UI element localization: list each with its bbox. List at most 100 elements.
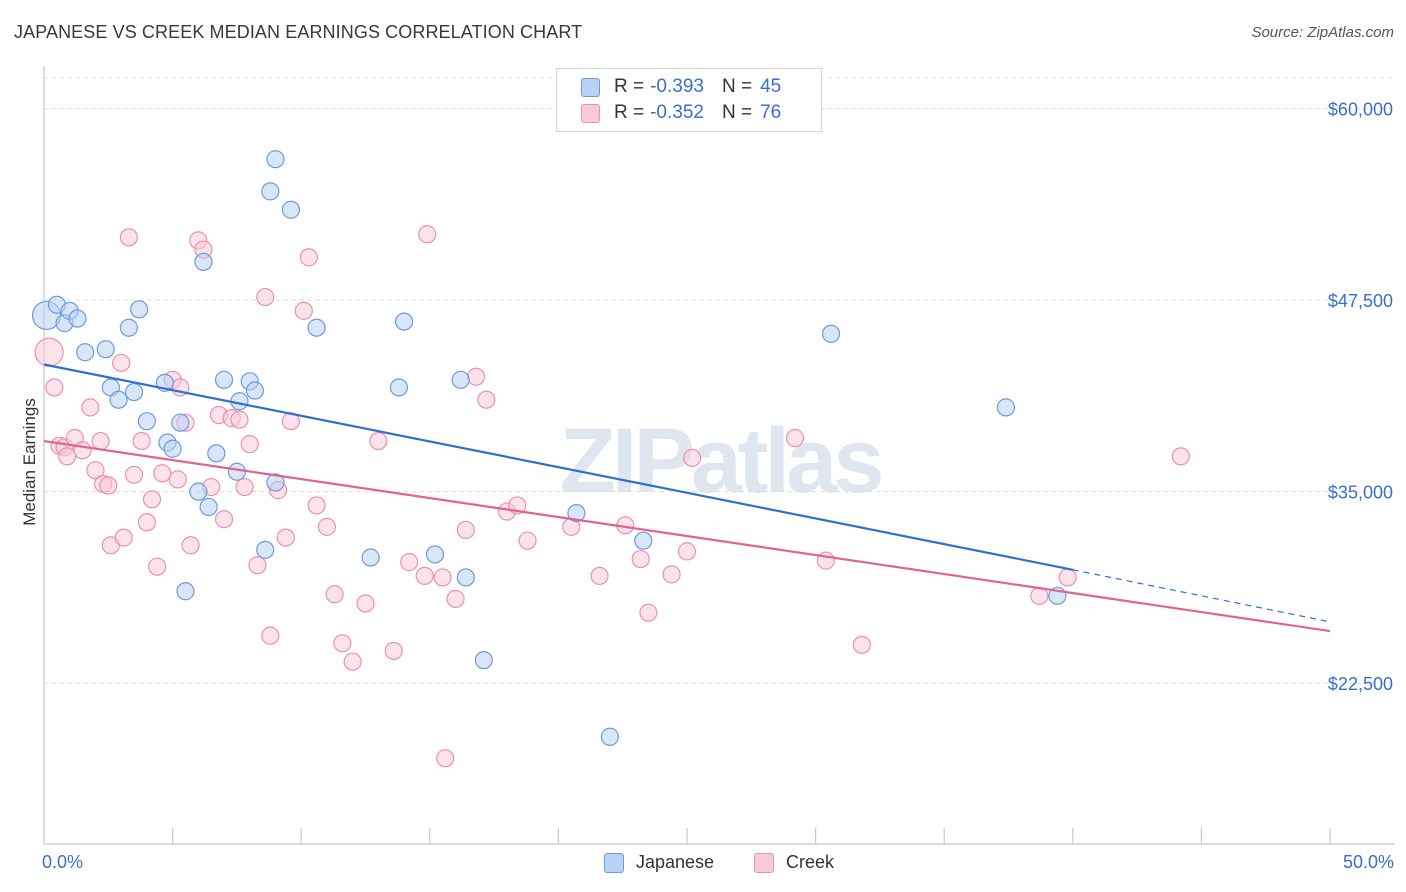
trend-lines	[43, 363, 1331, 633]
japanese-point	[189, 482, 208, 501]
japanese-trend-extension	[1072, 569, 1331, 623]
creek-point	[477, 390, 496, 409]
creek-point	[356, 594, 375, 613]
japanese-point	[425, 545, 445, 564]
creek-point	[785, 428, 805, 448]
creek-trend-line	[43, 439, 1331, 633]
japanese-swatch	[581, 77, 600, 97]
creek-point	[142, 490, 162, 509]
japanese-point	[227, 462, 246, 481]
creek-point	[73, 441, 92, 460]
japanese-point	[996, 398, 1016, 417]
creek-point	[132, 431, 151, 451]
axes	[43, 66, 1395, 845]
japanese-point	[266, 150, 285, 169]
y-tick-labels: $22,500 $35,000 $47,500 $60,000	[1328, 100, 1393, 695]
japanese-point	[256, 540, 275, 559]
creek-point	[333, 634, 352, 653]
creek-point	[34, 337, 64, 367]
japanese-point	[389, 378, 409, 397]
creek-point	[294, 301, 313, 320]
legend-item-japanese: Japanese	[604, 852, 714, 873]
creek-point	[153, 464, 172, 483]
creek-points	[34, 225, 1190, 768]
creek-swatch	[581, 103, 600, 123]
japanese-point	[130, 300, 149, 319]
creek-point	[137, 513, 156, 532]
creek-point	[119, 228, 138, 247]
creek-point	[343, 652, 362, 671]
creek-point	[86, 461, 105, 480]
r-label: R =	[614, 102, 645, 123]
n-value-japanese: 45	[760, 76, 782, 97]
creek-point	[415, 566, 434, 586]
creek-point	[168, 470, 187, 489]
x-tick-min: 0.0%	[42, 852, 84, 872]
japanese-point	[163, 439, 182, 458]
creek-point	[91, 431, 110, 451]
japanese-point	[119, 318, 138, 337]
creek-point	[677, 542, 697, 561]
japanese-point	[261, 182, 280, 201]
creek-point	[852, 635, 871, 654]
creek-point	[369, 431, 388, 451]
creek-point	[214, 510, 234, 529]
japanese-point	[456, 568, 475, 587]
japanese-point	[307, 318, 326, 337]
japanese-point	[109, 390, 128, 409]
japanese-point	[821, 324, 841, 343]
japanese-point	[207, 444, 226, 463]
creek-point	[276, 528, 295, 547]
japanese-point	[76, 343, 95, 362]
creek-point	[400, 553, 419, 572]
creek-point	[148, 557, 167, 576]
y-tick-label: $35,000	[1328, 483, 1393, 503]
legend-label-creek: Creek	[786, 852, 835, 872]
japanese-point	[137, 412, 156, 431]
creek-point	[456, 520, 475, 540]
creek-point	[1058, 568, 1077, 587]
creek-point	[261, 626, 280, 645]
creek-point	[181, 536, 200, 555]
japanese-point	[266, 473, 285, 492]
creek-point	[1171, 447, 1190, 466]
creek-point	[99, 476, 118, 495]
creek-point	[307, 496, 326, 515]
creek-point	[81, 398, 100, 417]
japanese-point	[567, 503, 586, 523]
legend-item-creek: Creek	[754, 852, 834, 873]
creek-point	[418, 225, 437, 244]
n-label: N =	[721, 102, 753, 123]
creek-point	[256, 287, 275, 307]
y-axis-label: Median Earnings	[20, 398, 39, 526]
creek-point	[230, 410, 249, 429]
japanese-point	[281, 200, 301, 219]
source-label: Source: ZipAtlas.com	[1251, 24, 1394, 41]
creek-point	[299, 248, 319, 267]
creek-point	[590, 566, 609, 586]
creek-point	[45, 378, 64, 397]
creek-point	[466, 367, 486, 386]
creek-point	[384, 641, 403, 661]
creek-point	[446, 589, 465, 608]
japanese-point	[214, 370, 234, 389]
creek-point	[240, 435, 259, 454]
y-tick-label: $22,500	[1328, 674, 1393, 694]
japanese-point	[199, 497, 218, 517]
creek-point	[436, 749, 455, 768]
creek-point	[58, 447, 77, 466]
japanese-point	[194, 252, 213, 271]
r-value-japanese: -0.393	[650, 76, 704, 97]
japanese-point	[451, 370, 470, 389]
japanese-points	[31, 150, 1067, 746]
creek-point	[631, 549, 650, 569]
japanese-point	[68, 309, 87, 328]
n-label: N =	[721, 76, 753, 97]
japanese-trend-line	[43, 363, 1074, 571]
japanese-point	[124, 382, 144, 402]
japanese-point	[634, 531, 653, 550]
japanese-point	[176, 582, 195, 601]
n-value-creek: 76	[760, 102, 782, 123]
japanese-point	[474, 651, 493, 670]
